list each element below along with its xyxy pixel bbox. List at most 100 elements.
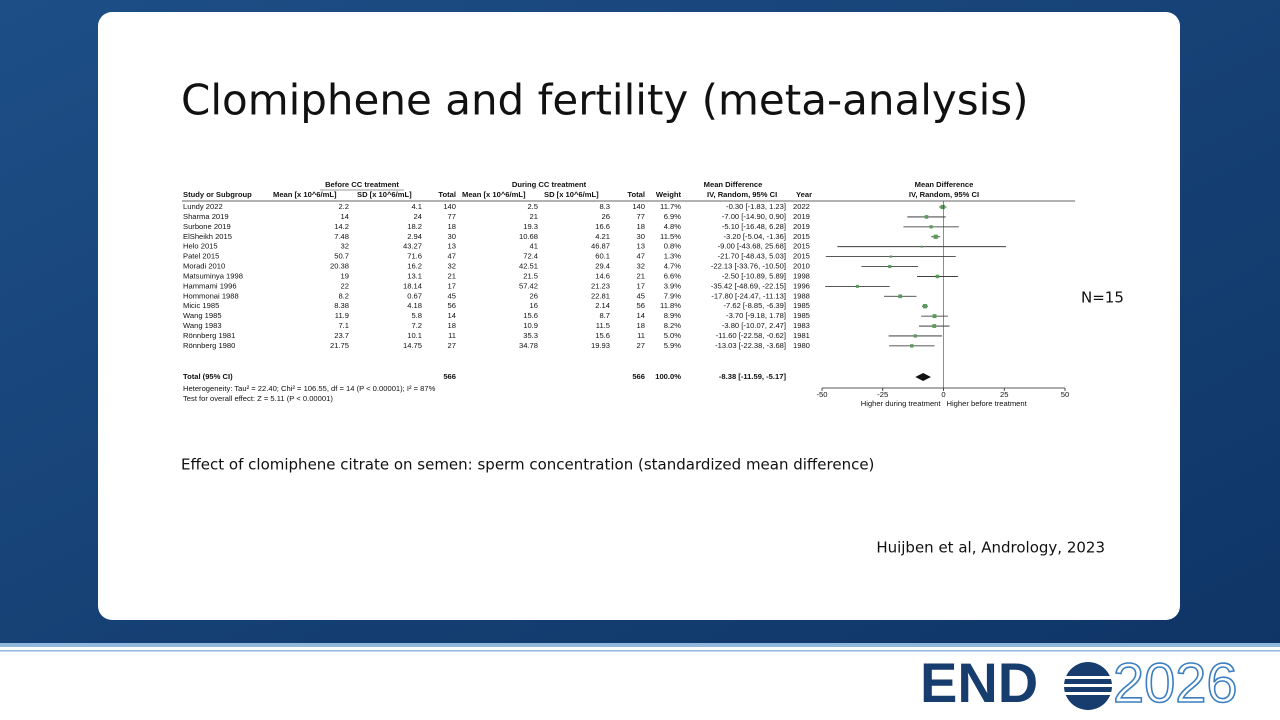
slide-title: Clomiphene and fertility (meta-analysis): [181, 76, 1029, 125]
table-cell: 7.9%: [664, 291, 682, 300]
table-cell: 42.51: [519, 262, 538, 271]
table-cell: 8.9%: [664, 311, 682, 320]
table-cell: 7.2: [411, 321, 422, 330]
table-cell: Hammami 1996: [183, 281, 237, 290]
effect-square: [935, 274, 940, 279]
slide-card: [98, 12, 1180, 620]
table-cell: 19: [341, 271, 349, 280]
column-header: Mean [x 10^6/mL]: [462, 190, 526, 199]
table-cell: 45: [637, 291, 645, 300]
table-cell: 5.8: [411, 311, 422, 320]
table-cell: 5.9%: [664, 341, 682, 350]
table-cell: 30: [637, 232, 645, 241]
table-cell: 30: [448, 232, 456, 241]
table-cell: 18.14: [403, 281, 422, 290]
table-cell: -7.62 [-8.85, -6.39]: [724, 301, 786, 310]
total-diamond: [915, 373, 931, 381]
table-cell: 11.7%: [660, 202, 681, 211]
table-cell: 14.6: [595, 271, 610, 280]
table-cell: 14.2: [334, 222, 349, 231]
table-cell: 140: [443, 202, 456, 211]
table-cell: Lundy 2022: [183, 202, 223, 211]
table-cell: -35.42 [-48.69, -22.15]: [711, 281, 786, 290]
table-cell: 32: [341, 242, 349, 251]
heterogeneity: Heterogeneity: Tau² = 22.40; Chi² = 106.…: [183, 384, 436, 393]
effect-square: [933, 234, 938, 239]
table-cell: 46.87: [591, 242, 610, 251]
total-cell: 100.0%: [655, 372, 681, 381]
table-cell: 27: [448, 341, 456, 350]
column-header: SD [x 10^6/mL]: [544, 190, 599, 199]
forest-plot: Before CC treatment During CC treatment Me…: [182, 180, 1075, 408]
table-cell: 41: [530, 242, 538, 251]
table-cell: Wang 1983: [183, 321, 222, 330]
table-cell: 4.1: [411, 202, 422, 211]
table-cell: 1985: [793, 301, 810, 310]
table-cell: Rönnberg 1981: [183, 331, 235, 340]
table-cell: -17.80 [-24.47, -11.13]: [711, 291, 786, 300]
table-cell: 21: [530, 212, 538, 221]
table-cell: 8.7: [599, 311, 610, 320]
table-cell: 47: [448, 252, 456, 261]
table-cell: 56: [637, 301, 645, 310]
logo-year: 2026: [1113, 651, 1238, 714]
table-cell: 13: [448, 242, 456, 251]
table-cell: 13: [637, 242, 645, 251]
table-cell: -22.13 [-33.76, -10.50]: [711, 262, 786, 271]
table-cell: -9.00 [-43.68, 25.68]: [718, 242, 786, 251]
effect-square: [855, 284, 859, 288]
table-cell: 11.5%: [660, 232, 681, 241]
table-cell: 13.1: [407, 271, 422, 280]
x-tick-label: 0: [941, 390, 945, 399]
overall-test: Test for overall effect: Z = 5.11 (P < 0…: [183, 394, 333, 403]
table-cell: 1988: [793, 291, 810, 300]
table-cell: 6.9%: [664, 212, 682, 221]
table-cell: 1996: [793, 281, 810, 290]
footer-rule: [0, 643, 1280, 647]
table-cell: -3.20 [-5.04, -1.36]: [724, 232, 786, 241]
table-cell: 0.67: [407, 291, 422, 300]
table-cell: 3.9%: [664, 281, 682, 290]
table-cell: 22.81: [591, 291, 610, 300]
table-cell: 10.68: [519, 232, 538, 241]
table-cell: 2019: [793, 212, 810, 221]
effect-square: [910, 344, 914, 348]
table-cell: 2.2: [338, 202, 349, 211]
table-cell: 7.48: [334, 232, 349, 241]
table-cell: ElSheikh 2015: [183, 232, 232, 241]
total-cell: 566: [443, 372, 456, 381]
effect-square: [932, 314, 937, 319]
table-cell: Matsuminya 1998: [183, 271, 243, 280]
table-cell: 11: [637, 331, 645, 340]
table-cell: 1.3%: [664, 252, 682, 261]
column-header: SD [x 10^6/mL]: [357, 190, 412, 199]
table-cell: Sharma 2019: [183, 212, 229, 221]
table-cell: Rönnberg 1980: [183, 341, 235, 350]
column-header: Total: [627, 190, 645, 199]
table-cell: 2.94: [407, 232, 422, 241]
table-cell: Micic 1985: [183, 301, 219, 310]
table-cell: 72.4: [523, 252, 538, 261]
table-cell: 77: [448, 212, 456, 221]
column-header: IV, Random, 95% CI: [909, 190, 979, 199]
table-cell: 16.6: [595, 222, 610, 231]
table-cell: 6.6%: [664, 271, 682, 280]
effect-square: [932, 324, 937, 328]
x-tick-label: -25: [877, 390, 888, 399]
table-cell: 2010: [793, 262, 810, 271]
table-cell: Moradi 2010: [183, 262, 225, 271]
table-cell: 45: [448, 291, 456, 300]
table-cell: 23.7: [334, 331, 349, 340]
table-cell: 14: [448, 311, 456, 320]
table-cell: 21: [637, 271, 645, 280]
table-cell: 18: [637, 222, 645, 231]
table-cell: 32: [637, 262, 645, 271]
table-cell: 4.21: [595, 232, 610, 241]
table-cell: 2019: [793, 222, 810, 231]
group-header: Mean Difference: [704, 180, 763, 189]
table-cell: 4.8%: [664, 222, 682, 231]
effect-square: [913, 334, 917, 338]
table-cell: 35.3: [523, 331, 538, 340]
table-cell: 18.2: [407, 222, 422, 231]
table-cell: 2.5: [527, 202, 538, 211]
